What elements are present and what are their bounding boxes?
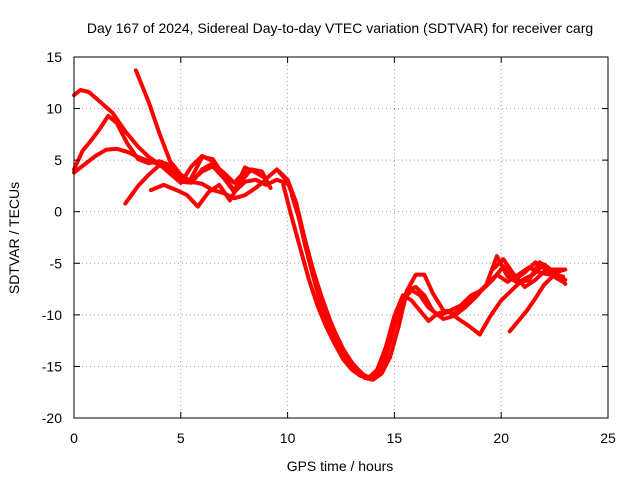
ticks xyxy=(73,56,609,419)
chart-title: Day 167 of 2024, Sidereal Day-to-day VTE… xyxy=(87,20,593,36)
x-tick-label: 15 xyxy=(387,430,403,446)
x-tick-label: 0 xyxy=(70,430,78,446)
y-tick-label: -10 xyxy=(42,307,62,323)
plot-frame xyxy=(73,56,609,419)
series-track-5 xyxy=(133,68,269,201)
series-track-10 xyxy=(281,182,568,380)
x-tick-label: 25 xyxy=(600,430,616,446)
y-tick-labels: -20 -15 -10 -5 0 5 10 15 xyxy=(42,49,62,426)
x-tick-label: 10 xyxy=(280,430,296,446)
series-group xyxy=(72,68,568,382)
x-axis-label: GPS time / hours xyxy=(287,458,394,474)
y-tick-label: -20 xyxy=(42,410,62,426)
y-axis-label: SDTVAR / TECUs xyxy=(6,182,22,294)
grid xyxy=(74,57,608,418)
y-tick-label: -5 xyxy=(50,255,63,271)
y-tick-label: -15 xyxy=(42,358,62,374)
y-tick-label: 10 xyxy=(46,101,62,117)
y-tick-label: 15 xyxy=(46,49,62,65)
x-tick-labels: 0 5 10 15 20 25 xyxy=(70,430,616,446)
x-tick-label: 20 xyxy=(493,430,509,446)
y-tick-label: 0 xyxy=(54,204,62,220)
series-track-12 xyxy=(490,257,568,289)
y-tick-label: 5 xyxy=(54,152,62,168)
x-tick-label: 5 xyxy=(177,430,185,446)
